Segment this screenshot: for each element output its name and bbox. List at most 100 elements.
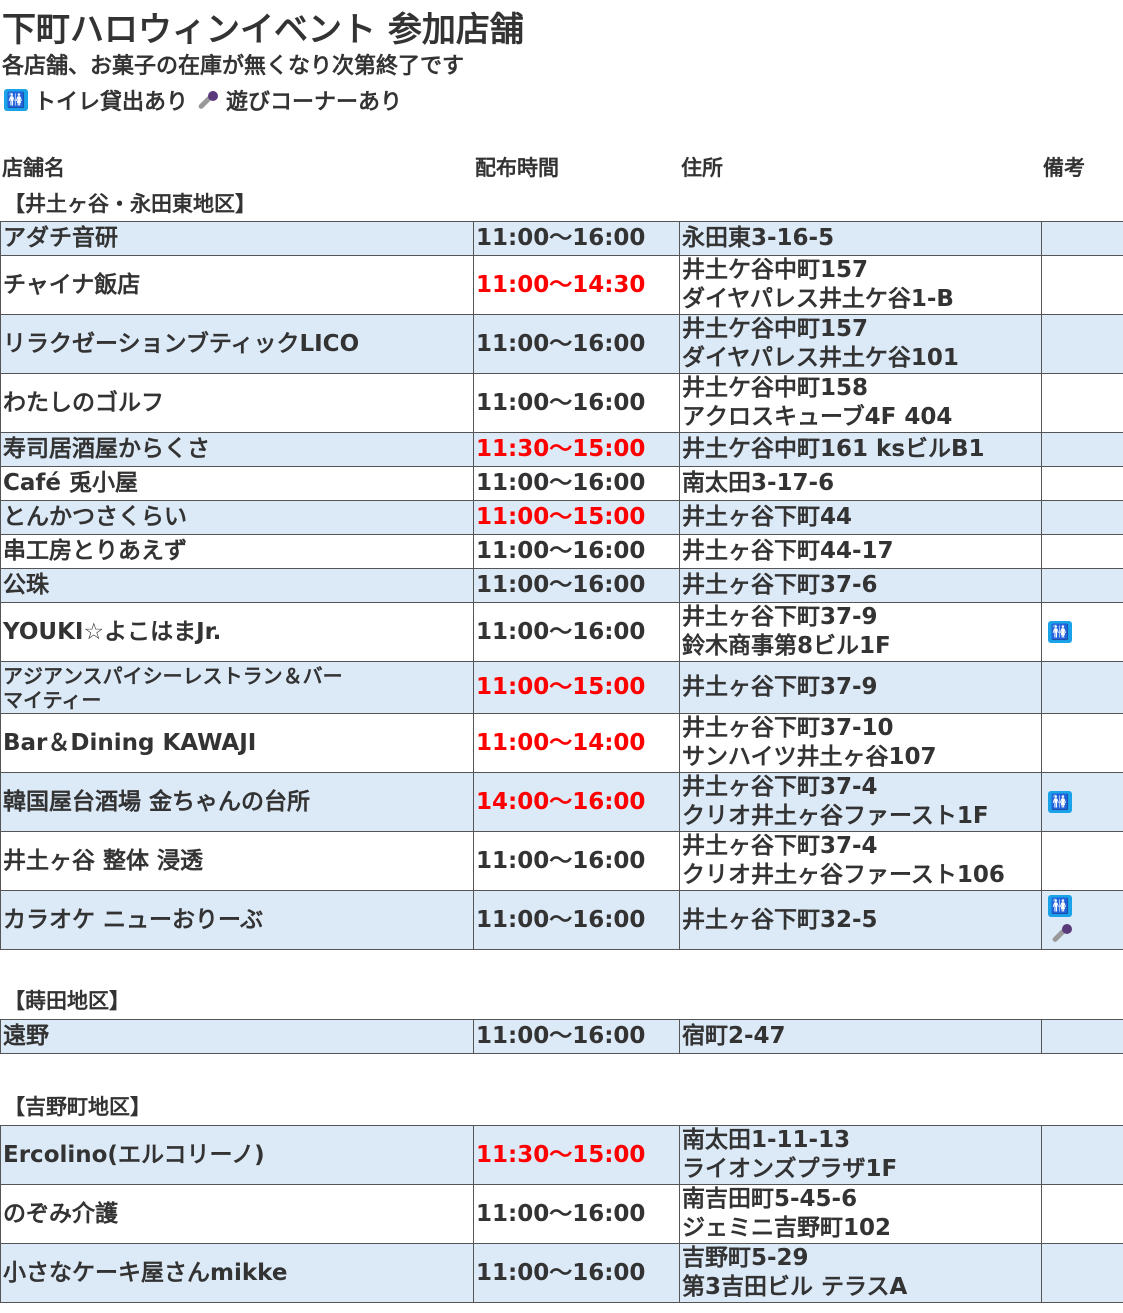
- table-row: チャイナ飯店 11:00〜14:30 井土ケ谷中町157 ダイヤパレス井土ケ谷1-B: [0, 255, 1123, 315]
- address-line: 井土ヶ谷下町37-10: [682, 715, 894, 741]
- address: 南太田3-17-6: [679, 466, 1042, 501]
- microphone-icon: [1048, 921, 1074, 945]
- store-name: Café 兎小屋: [0, 466, 474, 501]
- table-row: 串工房とりあえず 11:00〜16:00 井土ヶ谷下町44-17: [0, 534, 1123, 569]
- distribution-time: 11:00〜16:00: [473, 568, 680, 603]
- table-row: Café 兎小屋 11:00〜16:00 南太田3-17-6: [0, 466, 1123, 501]
- address: 井土ヶ谷下町37-4 クリオ井土ヶ谷ファースト106: [679, 831, 1042, 891]
- address: 井土ヶ谷下町37-6: [679, 568, 1042, 603]
- address: 井土ケ谷中町157 ダイヤパレス井土ケ谷1-B: [679, 255, 1042, 315]
- address: 井土ヶ谷下町37-4 クリオ井土ヶ谷ファースト1F: [679, 772, 1042, 832]
- store-table: 遠野 11:00〜16:00 宿町2-47: [0, 1019, 1123, 1054]
- section-title: 【井土ヶ谷・永田東地区】: [4, 192, 256, 216]
- address: 井土ヶ谷下町44: [679, 500, 1042, 535]
- distribution-time: 11:00〜15:00: [473, 500, 680, 535]
- address: 宿町2-47: [679, 1019, 1042, 1054]
- notes: [1041, 500, 1123, 535]
- notes: [1041, 1125, 1123, 1185]
- section-title: 【吉野町地区】: [4, 1095, 151, 1119]
- address-line: ダイヤパレス井土ケ谷101: [682, 345, 959, 371]
- address: 井土ヶ谷下町44-17: [679, 534, 1042, 569]
- store-name: 寿司居酒屋からくさ: [0, 432, 474, 467]
- page-subtitle: 各店舗、お菓子の在庫が無くなり次第終了です: [2, 54, 465, 79]
- address-line: 井土ヶ谷下町32-5: [682, 906, 878, 933]
- table-row: Ercolino(エルコリーノ) 11:30〜15:00 南太田1-11-13 ライオ…: [0, 1125, 1123, 1185]
- table-row: 小さなケーキ屋さんmikke 11:00〜16:00 吉野町5-29 第3吉田ビル テ…: [0, 1243, 1123, 1303]
- store-name: カラオケ ニューおりーぶ: [0, 890, 474, 950]
- address: 井土ケ谷中町161 ksビルB1: [679, 432, 1042, 467]
- store-name: のぞみ介護: [0, 1184, 474, 1244]
- notes-icons: 🚻: [1044, 895, 1121, 945]
- table-row: リラクゼーションブティックLICO 11:00〜16:00 井土ケ谷中町157 ダイヤ…: [0, 314, 1123, 374]
- address: 井土ヶ谷下町32-5: [679, 890, 1042, 950]
- store-name: リラクゼーションブティックLICO: [0, 314, 474, 374]
- distribution-time: 11:00〜16:00: [473, 221, 680, 256]
- store-name: アジアンスパイシーレストラン＆バー マイティー: [0, 661, 474, 714]
- address-line: 井土ヶ谷下町44-17: [682, 538, 894, 564]
- distribution-time: 11:00〜16:00: [473, 466, 680, 501]
- notes: 🚻: [1041, 890, 1123, 950]
- address-line: 井土ヶ谷下町44: [682, 504, 853, 530]
- address-line: 井土ケ谷中町157: [682, 316, 869, 342]
- distribution-time: 11:00〜16:00: [473, 314, 680, 374]
- legend-toilet-label: トイレ貸出あり: [34, 90, 189, 115]
- distribution-time: 11:00〜16:00: [473, 831, 680, 891]
- notes: [1041, 534, 1123, 569]
- header-name: 店舗名: [2, 156, 65, 180]
- address-line: サンハイツ井土ヶ谷107: [682, 744, 937, 770]
- notes: [1041, 255, 1123, 315]
- address-line: 南太田3-17-6: [682, 470, 835, 496]
- notes: [1041, 661, 1123, 714]
- table-row: とんかつさくらい 11:00〜15:00 井土ヶ谷下町44: [0, 500, 1123, 535]
- table-row: カラオケ ニューおりーぶ 11:00〜16:00 井土ヶ谷下町32-5 🚻: [0, 890, 1123, 950]
- distribution-time: 11:00〜15:00: [473, 661, 680, 714]
- store-name: Bar＆Dining KAWAJI: [0, 713, 474, 773]
- address-line: ライオンズプラザ1F: [682, 1156, 898, 1182]
- address-line: 永田東3-16-5: [682, 225, 835, 251]
- notes: [1041, 713, 1123, 773]
- notes: [1041, 1019, 1123, 1054]
- notes: [1041, 831, 1123, 891]
- address-line: ダイヤパレス井土ケ谷1-B: [682, 286, 954, 312]
- notes-icons: 🚻: [1044, 791, 1121, 813]
- store-name: 公珠: [0, 568, 474, 603]
- distribution-time: 11:00〜16:00: [473, 890, 680, 950]
- address-line: 井土ヶ谷下町37-4: [682, 774, 878, 800]
- notes: [1041, 432, 1123, 467]
- header-time: 配布時間: [475, 156, 559, 180]
- store-name: 井土ヶ谷 整体 浸透: [0, 831, 474, 891]
- address-line: クリオ井土ヶ谷ファースト1F: [682, 803, 989, 829]
- address-line: 南吉田町5-45-6: [682, 1186, 858, 1212]
- store-table: Ercolino(エルコリーノ) 11:30〜15:00 南太田1-11-13 ライオ…: [0, 1125, 1123, 1303]
- notes: [1041, 314, 1123, 374]
- store-name: チャイナ飯店: [0, 255, 474, 315]
- store-name: Ercolino(エルコリーノ): [0, 1125, 474, 1185]
- distribution-time: 11:00〜16:00: [473, 1243, 680, 1303]
- notes: [1041, 568, 1123, 603]
- store-name: とんかつさくらい: [0, 500, 474, 535]
- table-row: YOUKI☆よこはまJr. 11:00〜16:00 井土ヶ谷下町37-9 鈴木商事第8…: [0, 602, 1123, 662]
- address-line: アクロスキューブ4F 404: [682, 404, 953, 430]
- store-name: YOUKI☆よこはまJr.: [0, 602, 474, 662]
- distribution-time: 14:00〜16:00: [473, 772, 680, 832]
- notes-icons: 🚻: [1044, 621, 1121, 643]
- legend: 🚻 トイレ貸出あり 遊びコーナーあり: [4, 84, 402, 116]
- address: 南吉田町5-45-6 ジェミニ吉野町102: [679, 1184, 1042, 1244]
- address-line: 宿町2-47: [682, 1023, 786, 1049]
- restroom-icon: 🚻: [1048, 791, 1072, 813]
- distribution-time: 11:00〜14:00: [473, 713, 680, 773]
- distribution-time: 11:00〜16:00: [473, 602, 680, 662]
- table-row: 遠野 11:00〜16:00 宿町2-47: [0, 1019, 1123, 1054]
- address: 井土ヶ谷下町37-10 サンハイツ井土ヶ谷107: [679, 713, 1042, 773]
- microphone-icon: [194, 88, 220, 112]
- notes: [1041, 221, 1123, 256]
- notes: [1041, 1243, 1123, 1303]
- address-line: 井土ヶ谷下町37-4: [682, 833, 878, 859]
- distribution-time: 11:00〜16:00: [473, 373, 680, 433]
- address-line: 井土ケ谷中町158: [682, 375, 869, 401]
- notes: 🚻: [1041, 602, 1123, 662]
- table-row: Bar＆Dining KAWAJI 11:00〜14:00 井土ヶ谷下町37-10 サ…: [0, 713, 1123, 773]
- table-row: アダチ音研 11:00〜16:00 永田東3-16-5: [0, 221, 1123, 256]
- restroom-icon: 🚻: [4, 89, 28, 111]
- address-line: 井土ケ谷中町157: [682, 257, 869, 283]
